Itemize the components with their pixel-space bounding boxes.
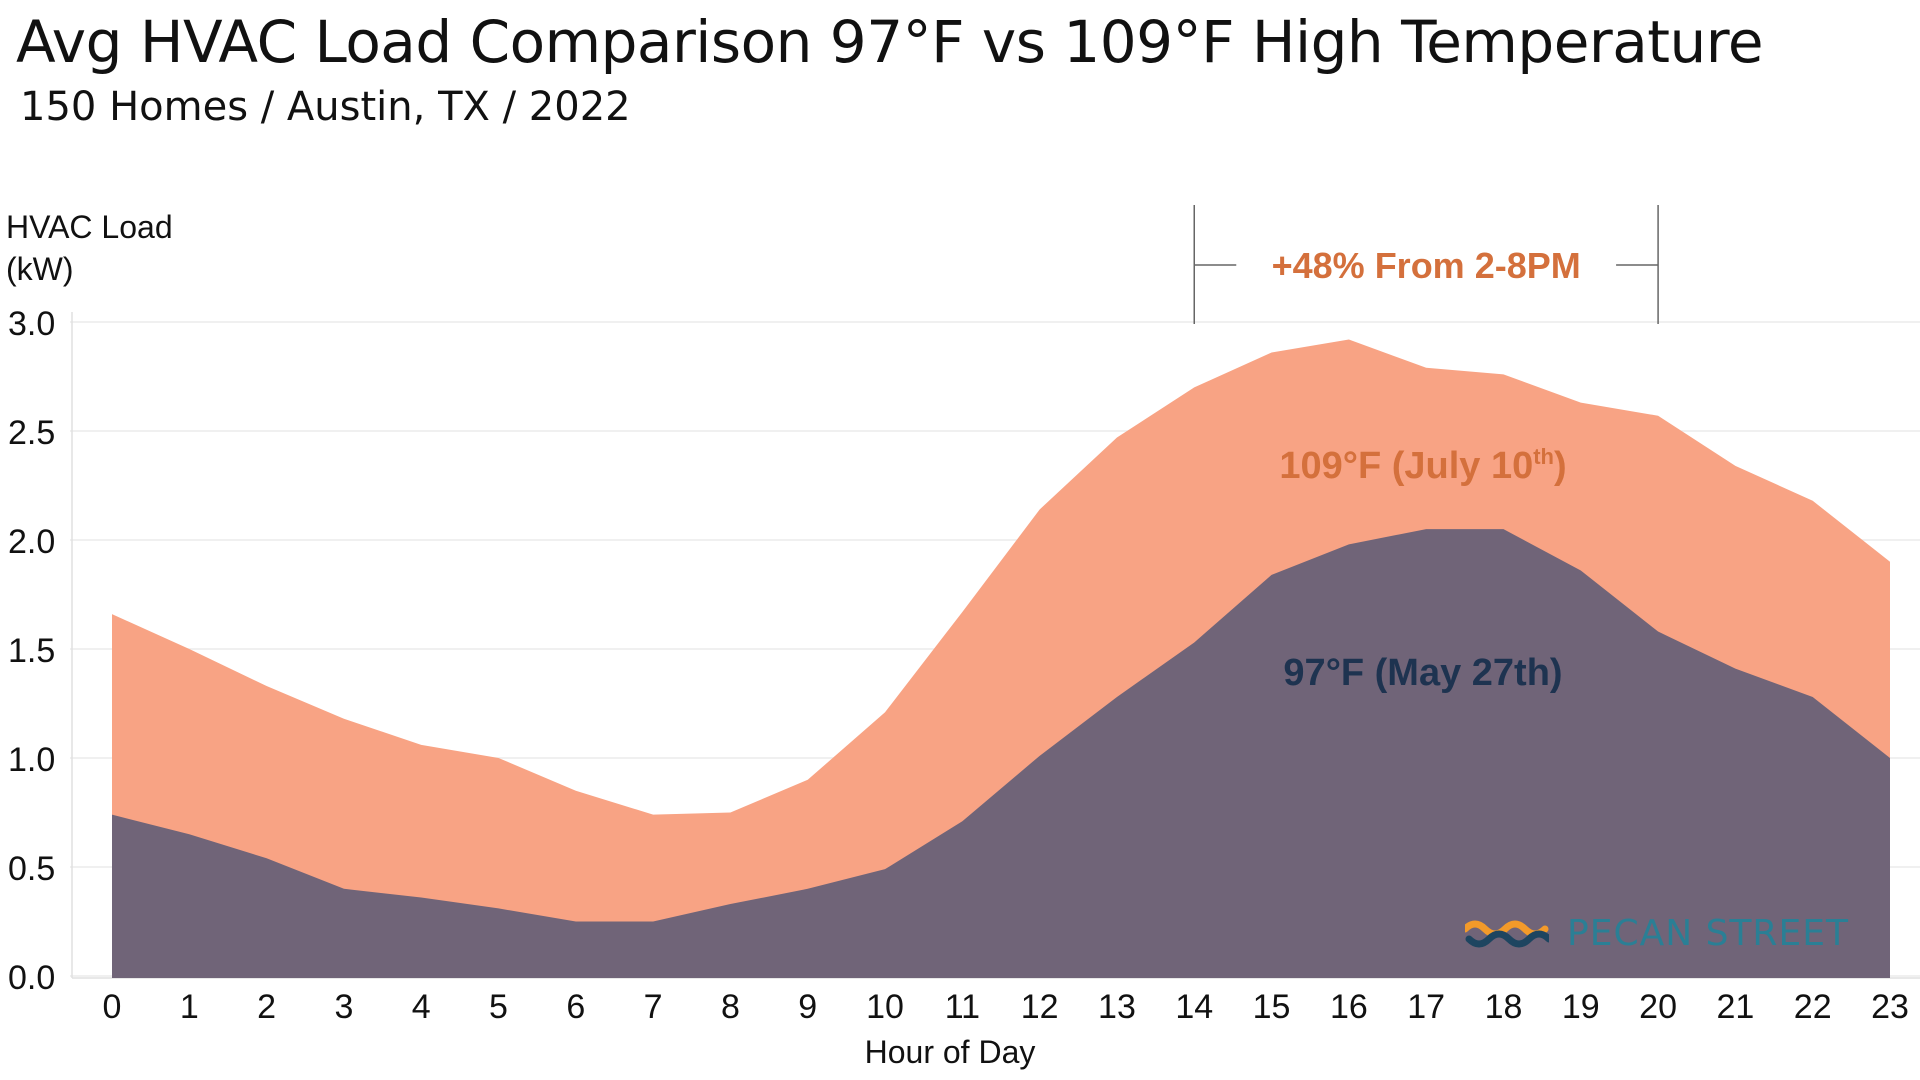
x-tick-label: 18: [1485, 988, 1523, 1026]
y-tick-label: 1.5: [8, 632, 55, 670]
x-tick-label: 17: [1407, 988, 1445, 1026]
x-axis-label: Hour of Day: [865, 1034, 1036, 1070]
y-axis-label-line1: HVAC Load: [6, 209, 173, 245]
x-tick-label: 4: [412, 988, 431, 1026]
x-tick-label: 11: [945, 988, 980, 1026]
x-tick-label: 5: [489, 988, 508, 1026]
y-tick-label: 2.0: [8, 523, 55, 561]
pecan-street-logo: PECAN STREET: [1465, 906, 1849, 960]
x-tick-label: 23: [1871, 988, 1909, 1026]
x-tick-label: 13: [1098, 988, 1136, 1026]
x-tick-label: 9: [798, 988, 817, 1026]
x-tick-label: 6: [566, 988, 585, 1026]
annotation-bracket: +48% From 2-8PM: [1193, 205, 1659, 324]
series-label-97f: 97°F (May 27th): [1283, 652, 1562, 694]
y-axis-ticks: 0.0 0.5 1.0 1.5 2.0 2.5 3.0: [8, 305, 55, 997]
y-tick-label: 3.0: [8, 305, 55, 343]
x-tick-label: 2: [257, 988, 276, 1026]
x-tick-label: 1: [180, 988, 199, 1026]
y-tick-label: 0.5: [8, 850, 55, 888]
annotation-text: +48% From 2-8PM: [1272, 245, 1581, 286]
x-tick-label: 7: [644, 988, 663, 1026]
y-tick-label: 1.0: [8, 741, 55, 779]
y-tick-label: 0.0: [8, 959, 55, 997]
brand-name: PECAN STREET: [1567, 912, 1849, 954]
series-label-109f: 109°F (July 10th): [1279, 444, 1566, 487]
x-tick-label: 14: [1175, 988, 1213, 1026]
x-tick-label: 8: [721, 988, 740, 1026]
y-tick-label: 2.5: [8, 414, 55, 452]
x-tick-label: 0: [103, 988, 122, 1026]
x-tick-label: 20: [1639, 988, 1677, 1026]
chart-title: Avg HVAC Load Comparison 97°F vs 109°F H…: [16, 8, 1764, 76]
chart-subtitle: 150 Homes / Austin, TX / 2022: [20, 84, 631, 130]
x-tick-label: 3: [334, 988, 353, 1026]
x-tick-label: 16: [1330, 988, 1368, 1026]
pecan-street-logo-icon: [1465, 920, 1549, 948]
y-axis-label-line2: (kW): [6, 251, 74, 287]
area-97f: [112, 529, 1890, 978]
x-axis-ticks: 0 1 2 3 4 5 6 7 8 9 10 11 12 13 14 15 16 17 18 19 20 21 22 23: [103, 988, 1909, 1026]
x-tick-label: 15: [1253, 988, 1291, 1026]
x-tick-label: 12: [1021, 988, 1059, 1026]
x-tick-label: 22: [1794, 988, 1832, 1026]
x-tick-label: 10: [866, 988, 904, 1026]
x-tick-label: 21: [1716, 988, 1754, 1026]
x-tick-label: 19: [1562, 988, 1600, 1026]
